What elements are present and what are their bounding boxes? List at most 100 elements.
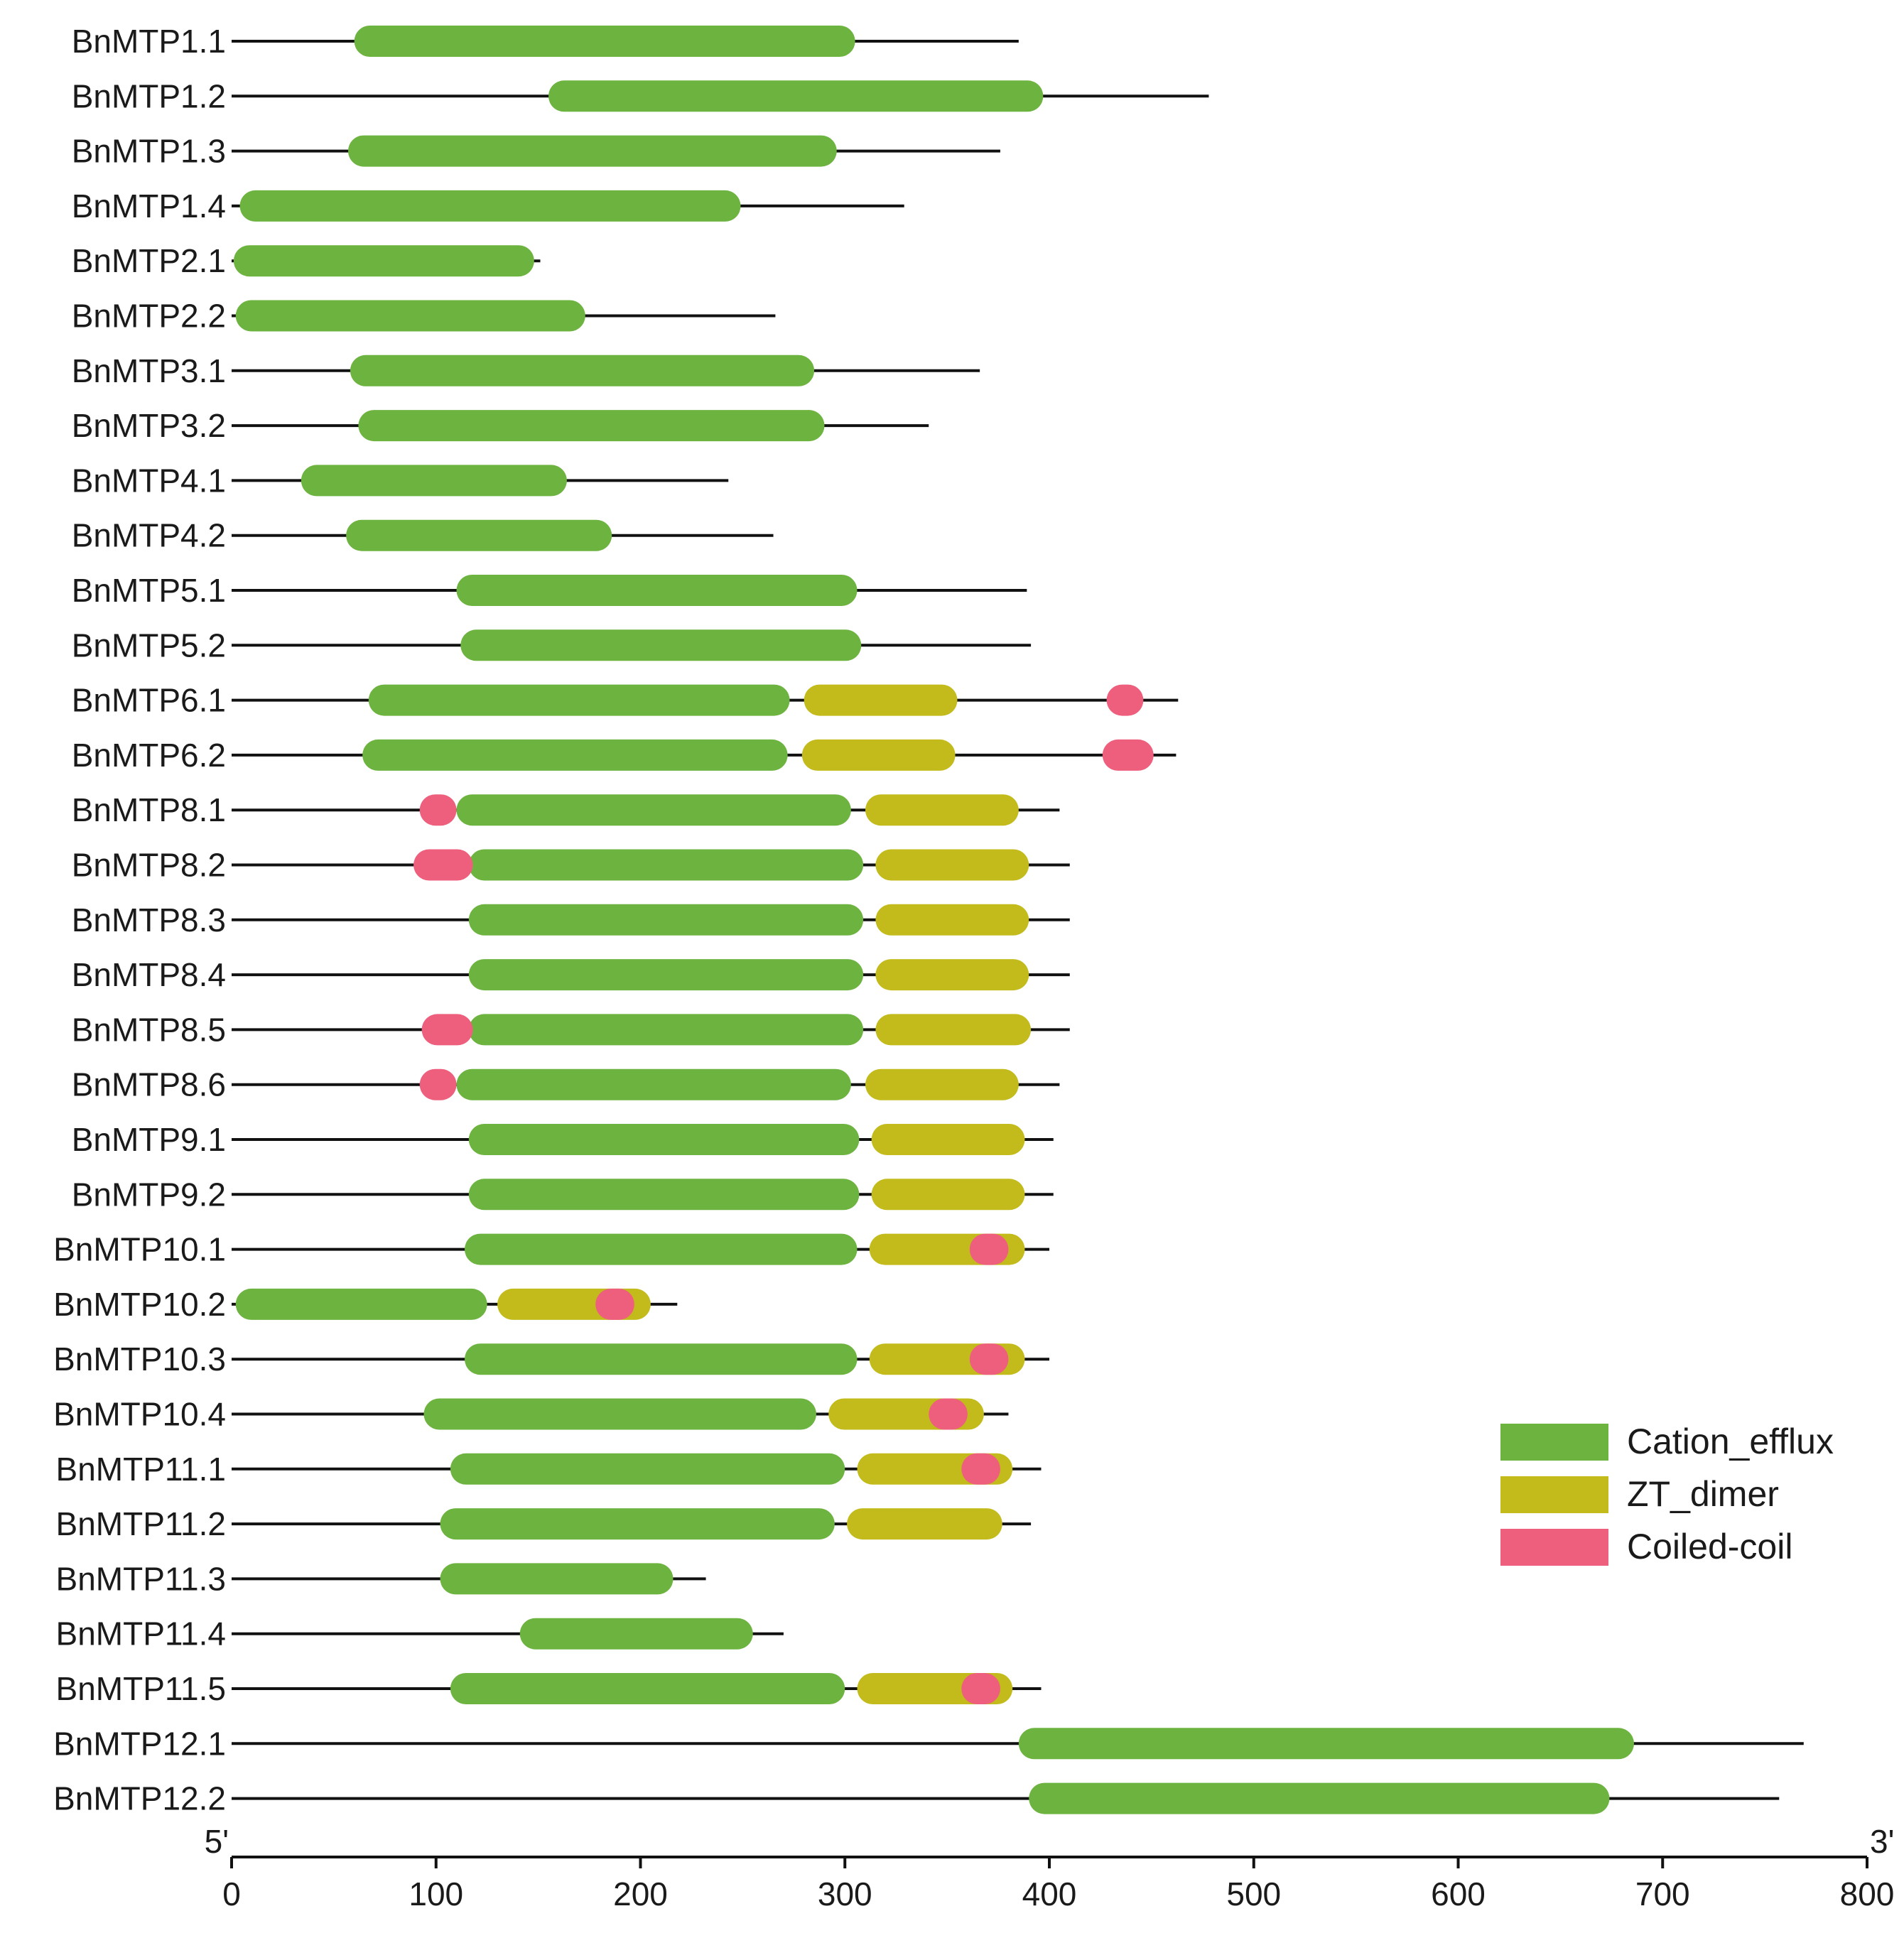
domain-coiled-coil [413,849,473,881]
protein-row: BnMTP11.2 [56,1505,1032,1542]
gene-label: BnMTP8.3 [72,902,226,938]
gene-label: BnMTP12.1 [53,1725,226,1762]
gene-label: BnMTP11.2 [56,1505,226,1542]
legend-label: ZT_dimer [1627,1474,1779,1514]
domain-cation-efflux [456,794,851,826]
gene-label: BnMTP1.4 [72,188,226,224]
gene-label: BnMTP11.5 [56,1670,226,1707]
domain-cation-efflux [519,1618,753,1650]
legend-item: Coiled-coil [1500,1527,1792,1566]
gene-label: BnMTP4.1 [72,462,226,499]
domain-zt-dimer [871,1124,1025,1155]
protein-row: BnMTP8.5 [72,1011,1070,1048]
protein-row: BnMTP5.1 [72,572,1027,609]
gene-label: BnMTP10.2 [53,1286,226,1323]
domain-zt-dimer [847,1508,1002,1540]
gene-label: BnMTP11.1 [56,1451,226,1488]
gene-label: BnMTP8.6 [72,1066,226,1103]
domain-cation-efflux [301,465,567,497]
gene-label: BnMTP3.2 [72,407,226,444]
domain-zt-dimer [804,684,958,716]
protein-row: BnMTP2.2 [72,298,776,335]
domain-cation-efflux [440,1508,835,1540]
protein-row: BnMTP11.5 [56,1670,1042,1707]
domain-cation-efflux [548,80,1044,112]
protein-row: BnMTP1.3 [72,133,1000,170]
gene-label: BnMTP10.1 [53,1231,226,1268]
domain-cation-efflux [468,1179,860,1211]
domain-coiled-coil [419,794,457,826]
domain-cation-efflux [440,1563,674,1595]
domain-coiled-coil [969,1343,1009,1375]
domain-cation-efflux [354,26,855,57]
protein-row: BnMTP12.2 [53,1780,1780,1817]
protein-row: BnMTP1.4 [72,188,904,224]
legend-label: Cation_efflux [1627,1422,1834,1461]
gene-label: BnMTP11.3 [56,1560,226,1597]
x-tick-label: 100 [409,1875,463,1912]
domain-coiled-coil [419,1068,457,1100]
protein-row: BnMTP6.1 [72,682,1179,719]
legend: Cation_efflux ZT_dimer Coiled-coil [1500,1422,1834,1566]
domain-cation-efflux [450,1673,845,1704]
protein-row: BnMTP2.1 [72,242,541,279]
protein-row: BnMTP11.1 [56,1451,1042,1488]
protein-row: BnMTP3.1 [72,352,980,389]
protein-row: BnMTP9.2 [72,1176,1054,1213]
x-tick-label: 700 [1635,1875,1690,1912]
domain-cation-efflux [233,245,534,277]
protein-row: BnMTP10.3 [53,1341,1049,1377]
domain-zt-dimer [875,1014,1032,1046]
protein-row: BnMTP8.3 [72,902,1070,938]
gene-label: BnMTP10.3 [53,1341,226,1377]
gene-label: BnMTP9.1 [72,1121,226,1158]
gene-label: BnMTP6.2 [72,737,226,774]
gene-label: BnMTP8.5 [72,1011,226,1048]
domain-cation-efflux [468,959,864,991]
gene-label: BnMTP6.1 [72,682,226,719]
domain-coiled-coil [1106,684,1144,716]
domain-cation-efflux [368,684,790,716]
domain-cation-efflux [450,1453,845,1485]
gene-label: BnMTP2.2 [72,298,226,335]
legend-item: Cation_efflux [1500,1422,1834,1461]
gene-label: BnMTP11.4 [56,1615,226,1652]
protein-row: BnMTP5.2 [72,627,1032,664]
protein-row: BnMTP1.1 [72,23,1019,60]
protein-row: BnMTP8.2 [72,847,1070,884]
gene-label: BnMTP1.3 [72,133,226,170]
gene-label: BnMTP8.1 [72,791,226,828]
x-tick-label: 600 [1431,1875,1486,1912]
gene-label: BnMTP1.2 [72,77,226,114]
domain-cation-efflux [468,904,864,936]
protein-row: BnMTP10.4 [53,1396,1009,1433]
domain-cation-efflux [1029,1782,1610,1814]
gene-label: BnMTP8.2 [72,847,226,884]
protein-row: BnMTP8.1 [72,791,1060,828]
protein-row: BnMTP8.4 [72,956,1070,993]
domain-zt-dimer [865,794,1019,826]
domain-coiled-coil [961,1453,1000,1485]
protein-row: BnMTP1.2 [72,77,1209,114]
domain-coiled-coil [421,1014,473,1046]
domain-cation-efflux [239,190,741,222]
domain-cation-efflux [465,1233,858,1265]
domain-cation-efflux [468,849,864,881]
domain-coiled-coil [961,1673,1000,1704]
domain-cation-efflux [348,135,837,167]
x-tick-label: 0 [222,1875,241,1912]
legend-swatch [1500,1476,1608,1513]
legend-swatch [1500,1424,1608,1461]
gene-label: BnMTP12.2 [53,1780,226,1817]
protein-row: BnMTP8.6 [72,1066,1060,1103]
domain-zt-dimer [875,959,1029,991]
gene-label: BnMTP3.1 [72,352,226,389]
gene-label: BnMTP2.1 [72,242,226,279]
domain-cation-efflux [456,575,858,606]
domain-cation-efflux [1018,1728,1634,1760]
x-tick-label: 400 [1022,1875,1077,1912]
domain-cation-efflux [456,1068,851,1100]
protein-row: BnMTP6.2 [72,737,1177,774]
domain-cation-efflux [460,629,862,661]
